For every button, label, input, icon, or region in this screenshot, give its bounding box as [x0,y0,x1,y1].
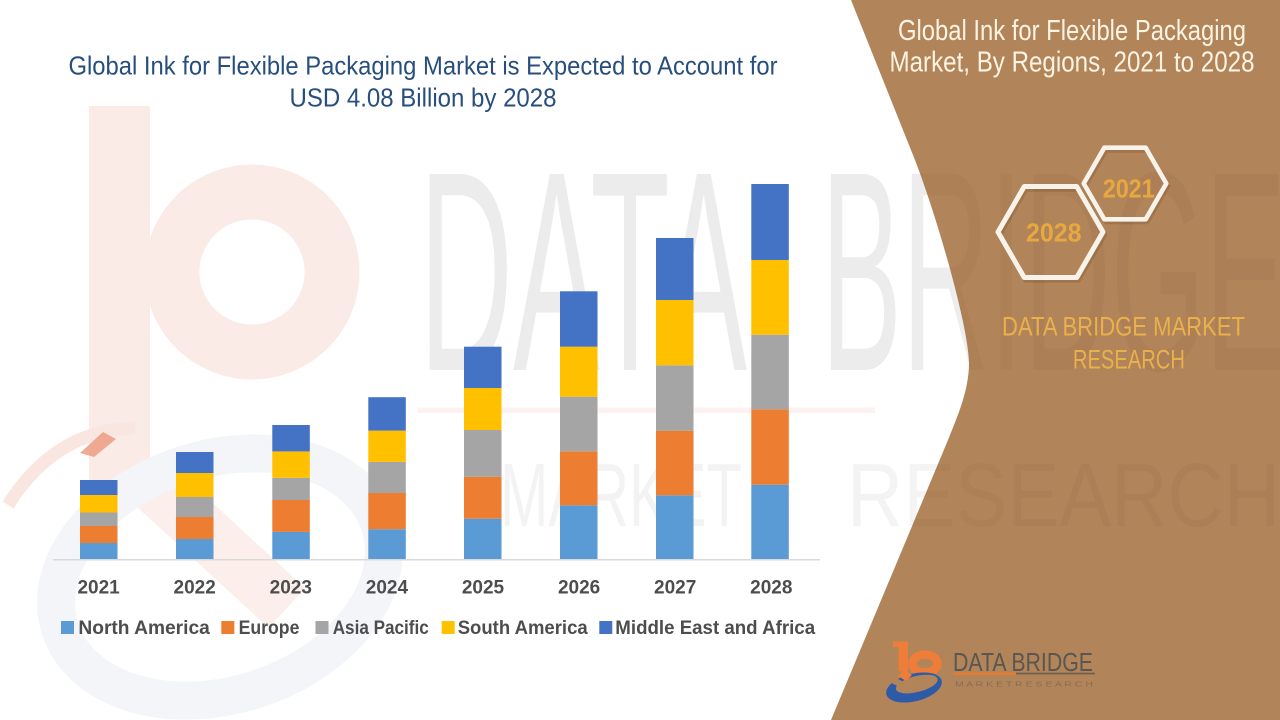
svg-text:Global Ink for Flexible Packag: Global Ink for Flexible Packaging Market… [69,51,778,81]
svg-text:Europe: Europe [239,618,300,639]
svg-text:2027: 2027 [654,578,696,599]
svg-text:2022: 2022 [174,578,216,599]
svg-text:DATA BRIDGE: DATA BRIDGE [953,647,1093,677]
svg-text:Market, By Regions, 2021 to 20: Market, By Regions, 2021 to 2028 [890,47,1255,79]
svg-text:2021: 2021 [77,578,120,599]
svg-text:M A R K E T R E S E A R C H: M A R K E T R E S E A R C H [955,682,1093,689]
svg-text:2021: 2021 [1103,173,1155,203]
svg-text:DATA BRIDGE MARKET: DATA BRIDGE MARKET [1002,312,1245,342]
svg-text:South America: South America [458,618,588,639]
svg-text:2024: 2024 [366,578,409,599]
svg-text:MARKET: MARKET [500,446,742,546]
svg-text:2025: 2025 [462,578,505,599]
svg-text:2026: 2026 [558,578,600,599]
svg-text:RESEARCH: RESEARCH [1073,344,1185,374]
svg-text:2023: 2023 [270,578,312,599]
svg-text:Asia Pacific: Asia Pacific [333,618,429,639]
svg-text:Middle East and Africa: Middle East and Africa [615,618,815,639]
svg-text:North America: North America [78,618,210,639]
svg-text:2028: 2028 [750,578,792,599]
svg-text:USD 4.08 Billion by 2028: USD 4.08 Billion by 2028 [290,83,557,113]
svg-text:Global Ink for Flexible Packag: Global Ink for Flexible Packaging [898,15,1246,47]
svg-text:2028: 2028 [1026,217,1082,247]
